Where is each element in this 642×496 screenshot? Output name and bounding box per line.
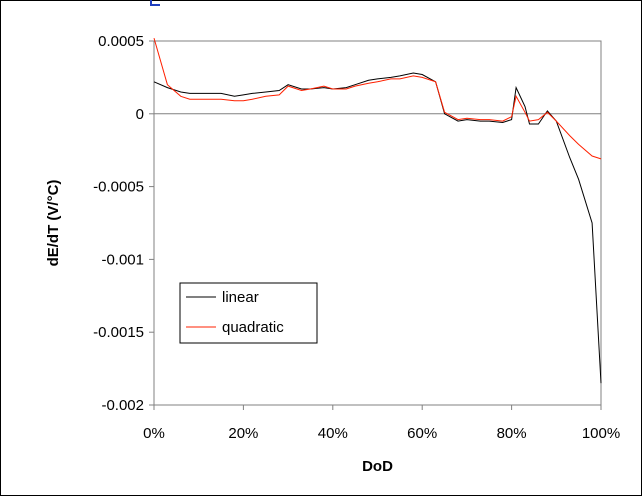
corner-mark [150, 0, 160, 6]
x-tick-labels: 0% 20% 40% 60% 80% 100% [143, 425, 620, 442]
y-tick-label: -0.002 [101, 397, 144, 414]
x-tick-label: 80% [497, 425, 527, 442]
x-axis-ticks [153, 405, 602, 410]
x-tick-label: 20% [228, 425, 258, 442]
x-axis-title: DoD [362, 458, 393, 475]
legend-label-linear: linear [222, 289, 259, 306]
y-tick-label: 0 [136, 106, 144, 123]
series-line-quadratic [153, 37, 602, 160]
legend-box [179, 282, 318, 344]
x-tick-label: 0% [143, 425, 165, 442]
x-tick-label: 40% [318, 425, 348, 442]
series-line-linear [153, 72, 602, 384]
y-tick-labels: 0.0005 0 -0.0005 -0.001 -0.0015 -0.002 [93, 33, 144, 414]
y-tick-label: -0.0015 [93, 324, 144, 341]
y-tick-label: -0.001 [101, 251, 144, 268]
x-tick-label: 100% [582, 425, 620, 442]
legend-label-quadratic: quadratic [222, 319, 284, 336]
y-tick-label: -0.0005 [93, 179, 144, 196]
y-tick-label: 0.0005 [98, 33, 144, 50]
legend: linear quadratic [179, 282, 318, 344]
plot-border [153, 40, 602, 406]
y-axis-ticks [149, 40, 154, 406]
y-axis-title: dE/dT (V/°C) [45, 180, 62, 267]
plot-area [149, 37, 602, 410]
x-tick-label: 60% [407, 425, 437, 442]
series-lines [153, 37, 602, 384]
